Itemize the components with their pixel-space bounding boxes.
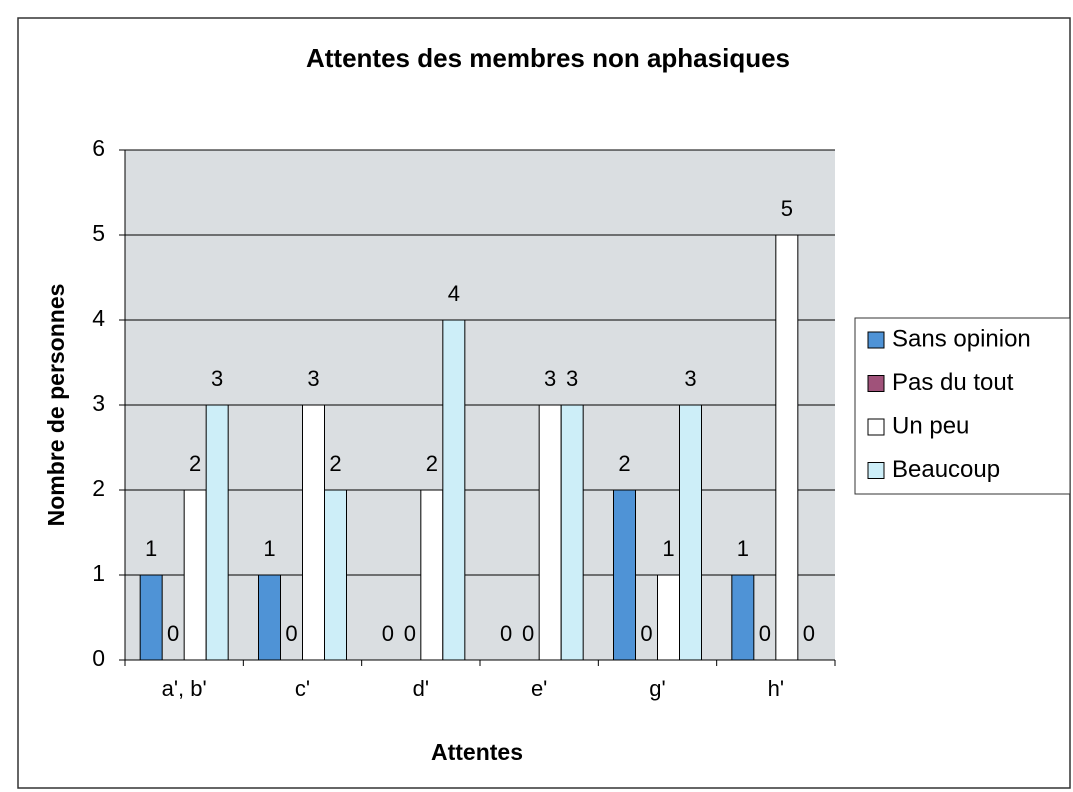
value-label: 1 (263, 536, 275, 561)
value-label: 2 (189, 451, 201, 476)
y-tick-label: 3 (92, 390, 105, 416)
bar (731, 574, 755, 661)
legend (854, 317, 1071, 495)
x-tick-label: e' (531, 676, 547, 701)
bar (560, 404, 584, 661)
y-tick-label: 5 (92, 220, 105, 246)
value-label: 4 (448, 281, 460, 306)
value-label: 0 (167, 621, 179, 646)
bar (538, 404, 562, 661)
value-label: 0 (285, 621, 297, 646)
bar (442, 319, 466, 661)
value-label: 3 (566, 366, 578, 391)
bar (657, 574, 680, 661)
x-tick-label: g' (649, 676, 665, 701)
legend-swatch (867, 418, 885, 436)
bar (775, 234, 799, 661)
value-label: 0 (522, 621, 534, 646)
value-label: 2 (426, 451, 438, 476)
bar (324, 489, 347, 661)
value-label: 0 (500, 621, 512, 646)
legend-swatch (867, 331, 885, 349)
value-label: 1 (145, 536, 157, 561)
value-label: 1 (737, 536, 749, 561)
legend-label: Pas du tout (892, 369, 1014, 396)
value-label: 1 (662, 536, 674, 561)
value-label: 5 (781, 196, 793, 221)
value-label: 3 (544, 366, 556, 391)
x-tick-label: c' (295, 676, 310, 701)
bar (258, 574, 281, 661)
legend-label: Beaucoup (892, 456, 1000, 483)
x-tick-label: a', b' (162, 676, 207, 701)
bar (183, 489, 207, 661)
bar (205, 404, 229, 661)
bar (302, 404, 325, 661)
value-label: 0 (759, 621, 771, 646)
value-label: 3 (307, 366, 319, 391)
x-tick-label: d' (413, 676, 429, 701)
value-label: 0 (803, 621, 815, 646)
value-label: 2 (329, 451, 341, 476)
legend-swatch (867, 375, 885, 392)
value-label: 3 (684, 366, 696, 391)
bar (139, 574, 163, 661)
bar (613, 489, 636, 661)
value-label: 2 (618, 451, 630, 476)
x-tick-label: h' (768, 676, 784, 701)
value-label: 0 (404, 621, 416, 646)
legend-label: Sans opinion (892, 325, 1031, 352)
value-label: 0 (640, 621, 652, 646)
value-label: 3 (211, 366, 223, 391)
y-tick-label: 6 (92, 135, 105, 161)
y-tick-label: 0 (92, 645, 105, 671)
bar (679, 404, 702, 661)
y-tick-label: 4 (92, 305, 105, 331)
value-label: 0 (382, 621, 394, 646)
bar (420, 489, 444, 661)
legend-swatch (867, 462, 885, 479)
y-tick-label: 1 (92, 560, 105, 586)
x-axis-label: Attentes (431, 739, 523, 765)
chart-title: Attentes des membres non aphasiques (306, 43, 790, 73)
y-axis-label: Nombre de personnes (43, 284, 69, 527)
legend-label: Un peu (892, 412, 969, 439)
y-tick-label: 2 (92, 475, 105, 501)
